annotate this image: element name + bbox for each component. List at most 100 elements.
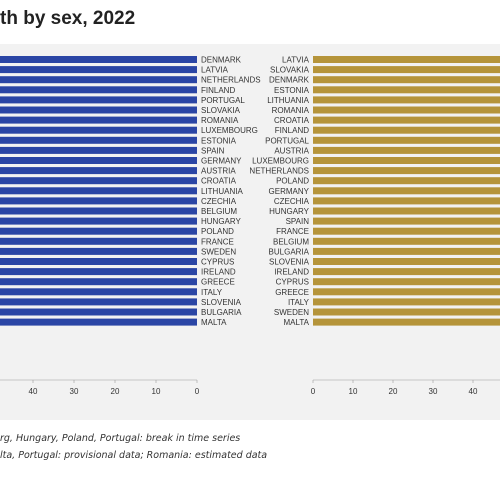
left-bar-netherlands: [0, 76, 197, 84]
right-bar-finland: [313, 126, 500, 134]
right-bar-france: [313, 227, 500, 235]
left-category-label-lithuania: LITHUANIA: [201, 187, 243, 196]
left-category-label-portugal: PORTUGAL: [201, 96, 245, 105]
right-bar-denmark: [313, 76, 500, 84]
right-bar-germany: [313, 187, 500, 195]
right-category-label-estonia: ESTONIA: [274, 86, 310, 95]
left-x-tick-label-0: 0: [195, 387, 200, 396]
left-category-label-austria: AUSTRIA: [201, 167, 236, 176]
left-category-label-denmark: DENMARK: [201, 56, 242, 65]
left-bar-austria: [0, 167, 197, 175]
left-bar-romania: [0, 116, 197, 124]
right-bar-portugal: [313, 136, 500, 144]
footnote-break-in-series: rg, Hungary, Poland, Portugal: break in …: [0, 433, 241, 444]
right-category-label-malta: MALTA: [284, 318, 310, 327]
left-category-label-ireland: IRELAND: [201, 268, 236, 277]
left-bar-greece: [0, 278, 197, 286]
right-category-label-poland: POLAND: [276, 177, 309, 186]
right-bar-sweden: [313, 308, 500, 316]
left-category-label-spain: SPAIN: [201, 146, 225, 155]
right-bar-austria: [313, 146, 500, 154]
left-bar-malta: [0, 318, 197, 326]
right-category-label-luxembourg: LUXEMBOURG: [252, 157, 309, 166]
left-bar-belgium: [0, 207, 197, 215]
left-category-label-slovenia: SLOVENIA: [201, 298, 242, 307]
left-bar-spain: [0, 146, 197, 154]
right-category-label-portugal: PORTUGAL: [265, 136, 309, 145]
left-category-label-sweden: SWEDEN: [201, 247, 236, 256]
right-bar-slovenia: [313, 258, 500, 265]
left-bar-ireland: [0, 268, 197, 276]
right-bar-hungary: [313, 207, 500, 215]
right-category-label-austria: AUSTRIA: [274, 146, 309, 155]
left-category-label-slovakia: SLOVAKIA: [201, 106, 241, 115]
right-category-label-finland: FINLAND: [275, 126, 309, 135]
left-bar-bulgaria: [0, 308, 197, 316]
right-category-label-netherlands: NETHERLANDS: [249, 167, 309, 176]
left-bar-lithuania: [0, 187, 197, 195]
left-category-label-italy: ITALY: [201, 288, 223, 297]
left-bar-czechia: [0, 197, 197, 205]
right-category-label-greece: GREECE: [275, 288, 309, 297]
left-bar-italy: [0, 288, 197, 296]
left-bar-cyprus: [0, 258, 197, 265]
right-category-label-sweden: SWEDEN: [274, 308, 309, 317]
left-bar-sweden: [0, 247, 197, 255]
left-category-label-hungary: HUNGARY: [201, 217, 242, 226]
right-bar-czechia: [313, 197, 500, 205]
left-category-label-greece: GREECE: [201, 278, 235, 287]
left-category-label-belgium: BELGIUM: [201, 207, 237, 216]
left-category-label-netherlands: NETHERLANDS: [201, 76, 261, 85]
right-category-label-lithuania: LITHUANIA: [267, 96, 309, 105]
left-x-tick-label-40: 40: [29, 387, 38, 396]
left-category-label-croatia: CROATIA: [201, 177, 237, 186]
left-category-label-finland: FINLAND: [201, 86, 235, 95]
left-category-label-estonia: ESTONIA: [201, 136, 237, 145]
right-category-label-croatia: CROATIA: [274, 116, 310, 125]
right-category-label-slovenia: SLOVENIA: [269, 258, 310, 267]
right-x-tick-label-30: 30: [429, 387, 438, 396]
right-category-label-france: FRANCE: [276, 227, 309, 236]
left-bar-slovenia: [0, 298, 197, 306]
right-bar-romania: [313, 106, 500, 114]
right-bar-spain: [313, 217, 500, 225]
left-x-tick-label-20: 20: [111, 387, 120, 396]
left-category-label-bulgaria: BULGARIA: [201, 308, 242, 317]
right-category-label-italy: ITALY: [288, 298, 310, 307]
left-bar-france: [0, 237, 197, 245]
left-bar-denmark: [0, 56, 197, 63]
left-category-label-luxembourg: LUXEMBOURG: [201, 126, 258, 135]
right-bar-greece: [313, 288, 500, 296]
right-category-label-romania: ROMANIA: [272, 106, 310, 115]
right-bar-cyprus: [313, 278, 500, 286]
right-bar-ireland: [313, 268, 500, 276]
right-category-label-hungary: HUNGARY: [269, 207, 310, 216]
right-category-label-spain: SPAIN: [286, 217, 310, 226]
right-x-tick-label-10: 10: [349, 387, 358, 396]
right-category-label-germany: GERMANY: [269, 187, 310, 196]
left-category-label-france: FRANCE: [201, 237, 234, 246]
left-bar-luxembourg: [0, 126, 197, 134]
right-category-label-denmark: DENMARK: [269, 76, 310, 85]
left-bar-estonia: [0, 136, 197, 144]
right-bar-estonia: [313, 86, 500, 94]
left-category-label-romania: ROMANIA: [201, 116, 239, 125]
left-category-label-germany: GERMANY: [201, 157, 242, 166]
chart-title: th by sex, 2022: [0, 8, 136, 29]
right-bar-croatia: [313, 116, 500, 124]
left-category-label-cyprus: CYPRUS: [201, 258, 234, 267]
right-bar-malta: [313, 318, 500, 326]
footnote-provisional-data: lta, Portugal: provisional data; Romania…: [0, 450, 268, 461]
left-bar-hungary: [0, 217, 197, 225]
right-category-label-slovakia: SLOVAKIA: [270, 66, 310, 75]
left-x-tick-label-10: 10: [152, 387, 161, 396]
left-bar-slovakia: [0, 106, 197, 114]
left-category-label-poland: POLAND: [201, 227, 234, 236]
right-category-label-belgium: BELGIUM: [273, 237, 309, 246]
right-bar-luxembourg: [313, 157, 500, 164]
left-bar-portugal: [0, 96, 197, 104]
right-category-label-czechia: CZECHIA: [274, 197, 310, 206]
right-x-tick-label-0: 0: [311, 387, 316, 396]
right-bar-slovakia: [313, 66, 500, 74]
right-category-label-ireland: IRELAND: [274, 268, 309, 277]
